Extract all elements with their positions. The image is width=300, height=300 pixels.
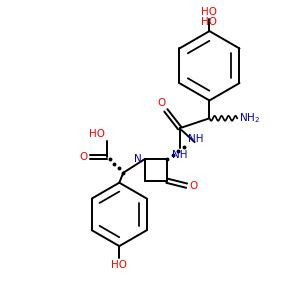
Text: HO: HO bbox=[201, 17, 218, 27]
Text: HO: HO bbox=[201, 7, 218, 17]
Text: NH: NH bbox=[188, 134, 203, 144]
Text: O: O bbox=[158, 98, 166, 108]
Text: NH: NH bbox=[172, 150, 188, 160]
Text: NH$_2$: NH$_2$ bbox=[239, 111, 260, 125]
Text: HO: HO bbox=[111, 260, 127, 270]
Text: O: O bbox=[79, 152, 88, 162]
Text: HO: HO bbox=[89, 129, 105, 139]
Text: O: O bbox=[190, 181, 198, 191]
Text: N: N bbox=[134, 154, 142, 164]
